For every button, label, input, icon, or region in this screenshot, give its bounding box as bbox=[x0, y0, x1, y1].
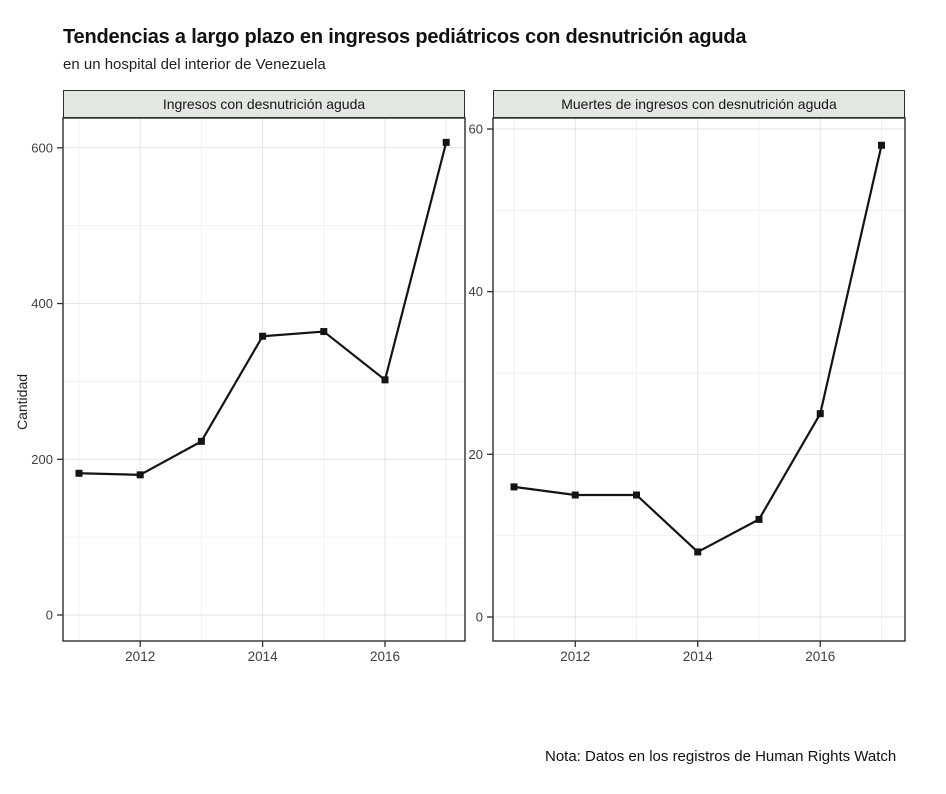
data-point bbox=[259, 332, 267, 340]
source-note: Nota: Datos en los registros de Human Ri… bbox=[545, 748, 897, 765]
panel-background bbox=[63, 118, 465, 641]
y-tick-label: 60 bbox=[469, 122, 483, 137]
panel-border bbox=[492, 117, 906, 642]
x-tick-label: 2016 bbox=[370, 649, 400, 664]
facet-strip-ingresos: Ingresos con desnutrición aguda bbox=[63, 90, 465, 118]
y-tick-label: 200 bbox=[31, 452, 53, 467]
y-tick-label: 600 bbox=[31, 140, 53, 155]
data-point bbox=[878, 141, 885, 149]
facet-strip-label: Muertes de ingresos con desnutrición agu… bbox=[561, 96, 837, 112]
x-tick-label: 2014 bbox=[683, 649, 714, 664]
x-tick-label: 2012 bbox=[560, 649, 590, 664]
facet-strip-muertes: Muertes de ingresos con desnutrición agu… bbox=[493, 90, 905, 118]
x-tick-label: 2016 bbox=[805, 649, 835, 664]
panel-border bbox=[62, 117, 466, 642]
data-point bbox=[755, 515, 763, 523]
x-tick-label: 2014 bbox=[248, 649, 279, 664]
chart-title: Tendencias a largo plazo en ingresos ped… bbox=[63, 26, 747, 48]
data-point bbox=[442, 138, 450, 146]
facet-strip-label: Ingresos con desnutrición aguda bbox=[162, 96, 366, 112]
y-tick-label: 0 bbox=[46, 608, 53, 623]
data-point bbox=[633, 491, 640, 499]
data-point bbox=[571, 491, 579, 499]
data-point bbox=[75, 469, 83, 477]
data-point bbox=[510, 483, 518, 491]
data-point bbox=[694, 548, 702, 556]
data-point bbox=[197, 437, 205, 445]
data-point bbox=[136, 471, 144, 479]
data-point bbox=[320, 328, 328, 336]
y-tick-label: 20 bbox=[469, 447, 483, 462]
data-point bbox=[381, 376, 389, 384]
data-point bbox=[816, 410, 824, 418]
chart-subtitle: en un hospital del interior de Venezuela bbox=[63, 56, 326, 73]
x-tick-label: 2012 bbox=[125, 649, 155, 664]
y-tick-label: 400 bbox=[31, 296, 53, 311]
panel-background bbox=[493, 118, 905, 641]
y-tick-label: 40 bbox=[469, 284, 483, 299]
y-tick-label: 0 bbox=[476, 610, 483, 625]
